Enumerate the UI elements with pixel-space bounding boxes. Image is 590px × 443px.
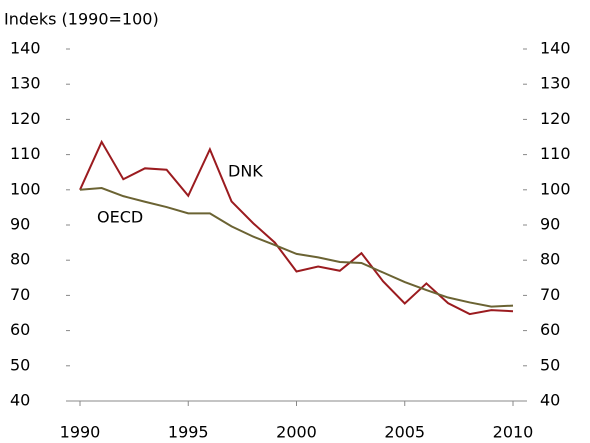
x-tick-label: 1990	[60, 423, 101, 442]
y-tick-label: 120	[10, 109, 41, 128]
y2-tick-label: 110	[540, 144, 571, 163]
y2-tick-label: 40	[540, 391, 560, 410]
series-label: DNK	[228, 162, 263, 181]
y-tick-label: 50	[10, 355, 30, 374]
y-tick-label: 60	[10, 320, 30, 339]
line-series	[79, 187, 514, 308]
y2-tick-label: 140	[540, 39, 571, 58]
y-tick-label: 70	[10, 285, 30, 304]
y2-tick-label: 100	[540, 179, 571, 198]
y2-tick-label: 60	[540, 320, 560, 339]
y2-tick-label: 80	[540, 250, 560, 269]
line-series	[79, 139, 514, 316]
y2-tick-label: 120	[540, 109, 571, 128]
y2-tick-label: 90	[540, 215, 560, 234]
y-tick-label: 90	[10, 215, 30, 234]
y-tick-label: 100	[10, 179, 41, 198]
series-label: OECD	[97, 208, 143, 227]
y-tick-label: 140	[10, 39, 41, 58]
y-tick-label: 110	[10, 144, 41, 163]
y2-tick-label: 70	[540, 285, 560, 304]
x-tick-label: 2000	[276, 423, 317, 442]
y-tick-label: 80	[10, 250, 30, 269]
x-tick-label: 1995	[168, 423, 209, 442]
x-tick-label: 2010	[493, 423, 534, 442]
y2-tick-label: 130	[540, 74, 571, 93]
y2-tick-label: 50	[540, 355, 560, 374]
x-tick-label: 2005	[384, 423, 425, 442]
y-tick-label: 130	[10, 74, 41, 93]
y-axis-label: Indeks (1990=100)	[4, 10, 159, 29]
y-tick-label: 40	[10, 391, 30, 410]
